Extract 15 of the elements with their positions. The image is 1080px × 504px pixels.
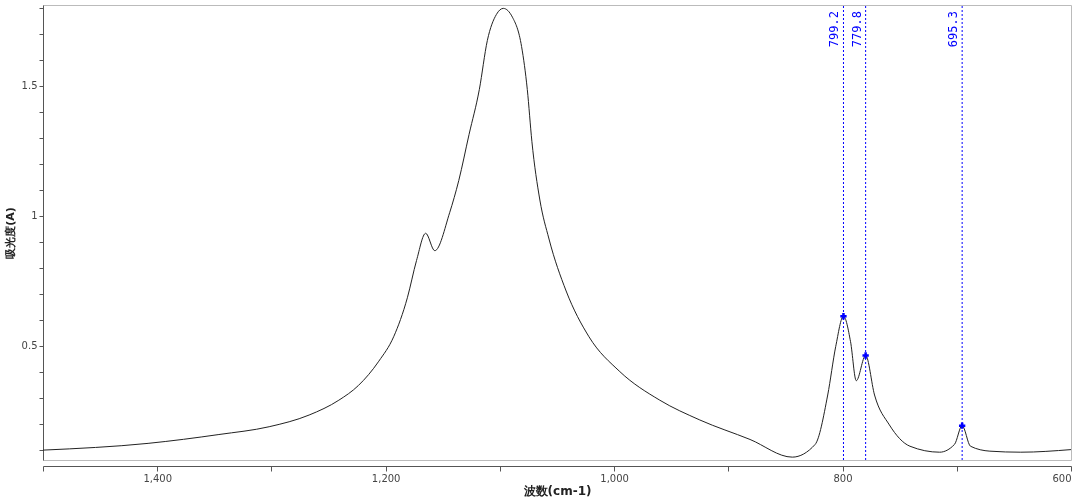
line-series [42, 7, 1072, 458]
point [862, 352, 869, 359]
x-tick-label: 600 [1052, 472, 1072, 484]
x-axis-title: 波数(cm-1) [522, 483, 592, 498]
x-tick-label: 1,400 [143, 472, 173, 484]
ref-line-label: 695.3 [946, 11, 961, 48]
ref-line-label: 799.2 [827, 11, 842, 48]
ref-line-label: 779.8 [849, 11, 864, 48]
y-tick-label: 1 [31, 210, 38, 222]
y-axis-title: 吸光度(A) [3, 207, 17, 259]
x-tick-label: 1,000 [600, 472, 629, 484]
x-tick-label: 1,200 [371, 472, 401, 484]
y-tick-label: 0.5 [21, 340, 38, 352]
y-tick-label: 1.5 [21, 80, 38, 92]
x-tick-label: 800 [833, 472, 853, 484]
